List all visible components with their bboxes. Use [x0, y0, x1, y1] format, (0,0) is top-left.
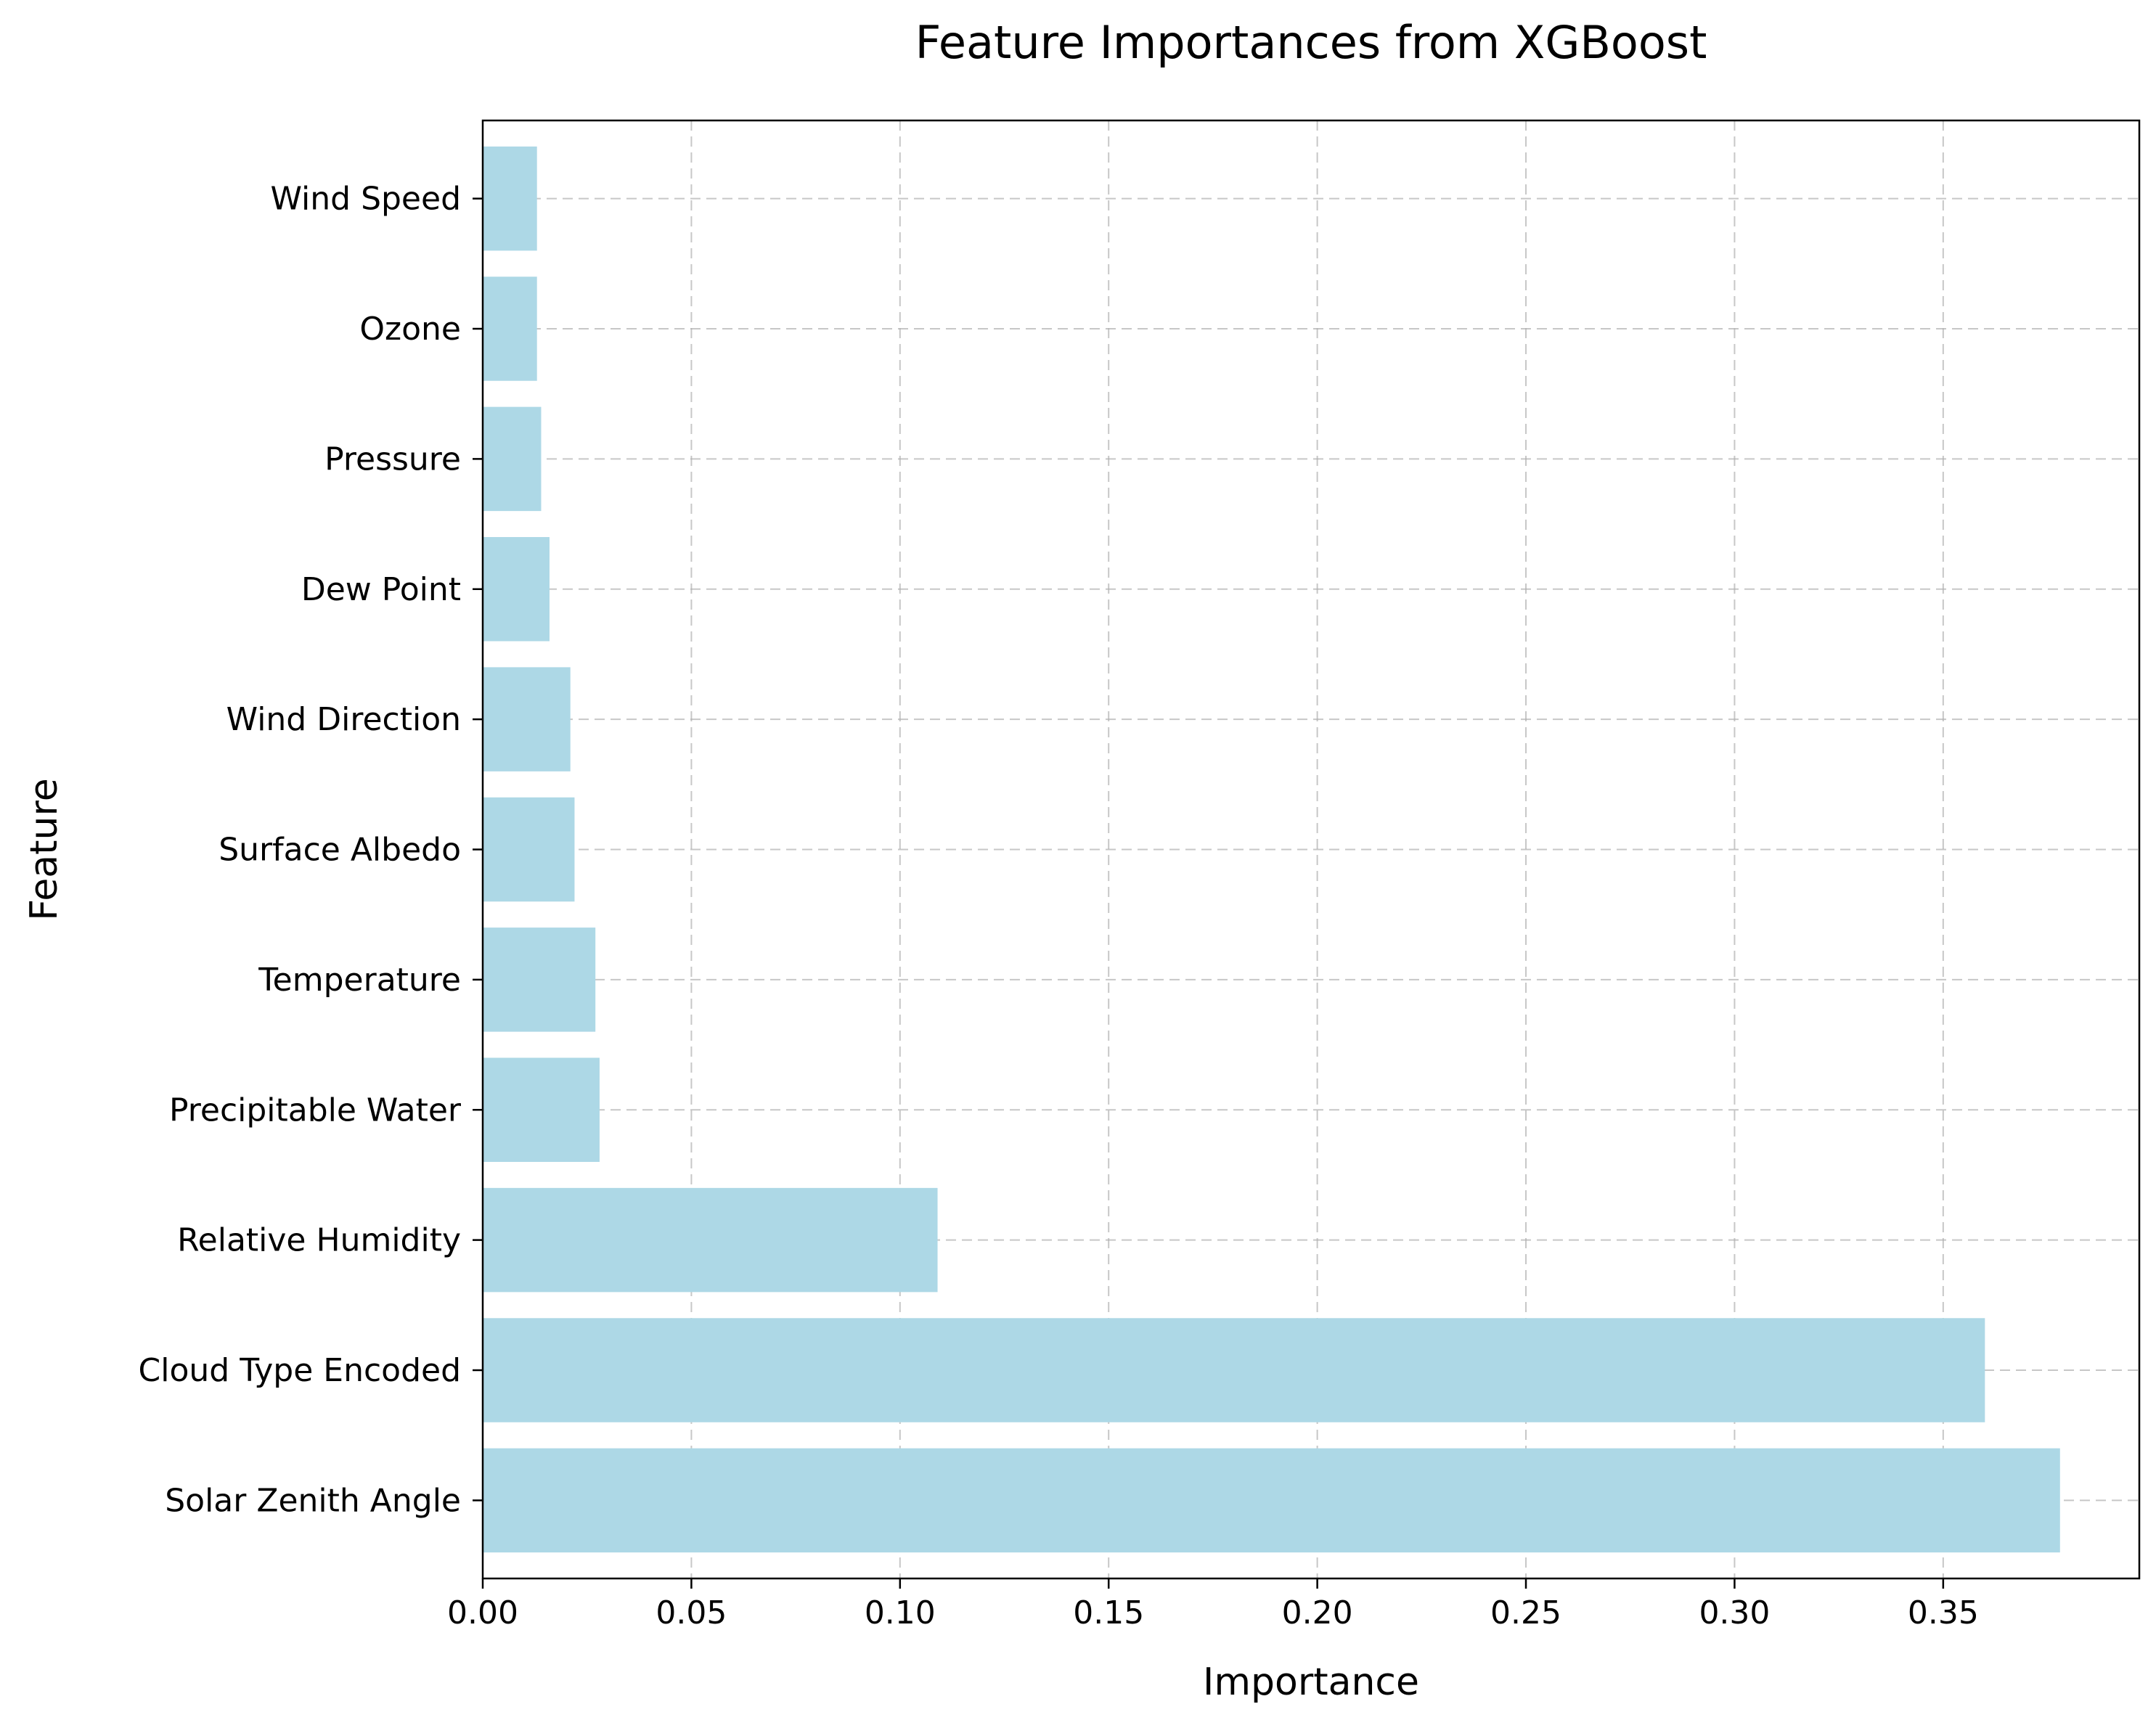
y-tick-label: Wind Speed: [271, 181, 462, 218]
y-tick-label: Ozone: [359, 311, 461, 348]
y-axis-title: Feature: [23, 778, 66, 921]
y-tick-label: Surface Albedo: [219, 832, 461, 869]
chart-title: Feature Importances from XGBoost: [915, 16, 1707, 69]
x-tick-label: 0.20: [1282, 1594, 1353, 1631]
bar-dew-point: [483, 537, 550, 642]
y-tick-label: Cloud Type Encoded: [139, 1352, 461, 1389]
bar-relative-humidity: [483, 1187, 938, 1293]
y-tick-label: Solar Zenith Angle: [165, 1482, 461, 1519]
x-axis: 0.00 0.05 0.10 0.15 0.20 0.25 0.30 0.35: [447, 1578, 1979, 1631]
bar-surface-albedo: [483, 797, 575, 902]
plot-frame: [481, 119, 2141, 1580]
bar-precipitable-water: [483, 1057, 600, 1162]
x-tick-label: 0.25: [1490, 1594, 1561, 1631]
x-tick-label: 0.15: [1073, 1594, 1144, 1631]
y-tick-label: Relative Humidity: [177, 1222, 461, 1259]
y-tick-label: Wind Direction: [226, 701, 461, 738]
x-axis-title: Importance: [1203, 1660, 1419, 1704]
bars: [483, 146, 2060, 1553]
bar-pressure: [483, 406, 542, 512]
bar-wind-direction: [483, 667, 571, 771]
y-axis: Solar Zenith Angle Cloud Type Encoded Rela…: [139, 181, 483, 1519]
bar-temperature: [483, 927, 596, 1032]
x-tick-label: 0.05: [656, 1594, 727, 1631]
y-tick-label: Dew Point: [301, 571, 461, 608]
y-tick-label: Pressure: [324, 441, 461, 478]
x-tick-label: 0.00: [447, 1594, 518, 1631]
bar-wind-speed: [483, 146, 537, 251]
y-tick-label: Precipitable Water: [169, 1092, 462, 1129]
bar-cloud-type-encoded: [483, 1318, 1985, 1422]
bar-solar-zenith-angle: [483, 1448, 2060, 1553]
x-tick-label: 0.35: [1908, 1594, 1979, 1631]
y-tick-label: Temperature: [258, 962, 461, 999]
bar-ozone: [483, 277, 537, 381]
x-tick-label: 0.30: [1699, 1594, 1770, 1631]
x-tick-label: 0.10: [865, 1594, 936, 1631]
